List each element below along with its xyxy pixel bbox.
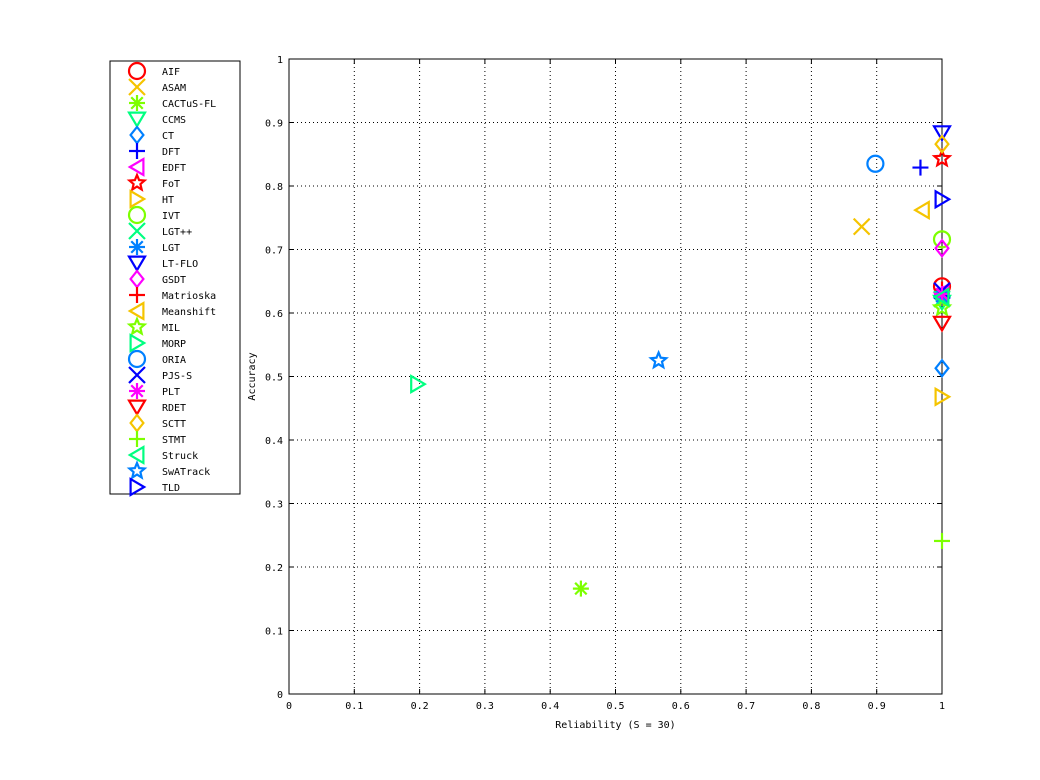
legend-marker (127, 61, 147, 81)
legend-marker (126, 316, 148, 336)
data-point-ct (934, 358, 950, 378)
y-tick-label: 0.5 (265, 373, 283, 384)
data-point-struck (932, 287, 950, 308)
legend-marker (127, 205, 147, 225)
legend-label: PJS-S (162, 371, 192, 382)
legend-label: CACTuS-FL (162, 99, 216, 110)
legend-marker (129, 477, 147, 497)
legend-marker (127, 349, 147, 369)
legend-label: SwATrack (162, 467, 210, 478)
data-point-morp (410, 374, 427, 395)
x-tick-label: 0.5 (606, 701, 624, 712)
x-axis-label: Reliability (S = 30) (555, 720, 675, 731)
legend-label: TLD (162, 483, 180, 494)
legend-marker (129, 431, 145, 447)
legend-marker (127, 111, 147, 129)
y-tick-label: 0 (277, 690, 283, 701)
x-tick-label: 1 (939, 701, 945, 712)
x-tick-label: 0.2 (411, 701, 429, 712)
data-points (410, 125, 953, 597)
legend-marker (127, 255, 147, 273)
legend-label: LGT (162, 243, 180, 254)
legend-marker (128, 78, 146, 96)
data-point-ht (934, 386, 952, 407)
plot-area (289, 59, 942, 694)
grid-lines (289, 59, 942, 694)
legend-label: RDET (162, 403, 186, 414)
legend-label: CCMS (162, 115, 186, 126)
data-point-asam (852, 217, 871, 236)
legend-marker (128, 222, 146, 240)
data-point-meanshift (913, 200, 930, 221)
legend-marker (129, 287, 145, 303)
data-point-stmt (934, 532, 950, 549)
legend-label: HT (162, 195, 174, 206)
x-tick-label: 0.9 (868, 701, 886, 712)
axis-ticks: 0 0.1 0.2 0.3 0.4 0.5 0.6 0.7 0.8 0.9 1 0 0.1 0.2 0.3 0… (265, 55, 945, 712)
y-tick-label: 0.3 (265, 500, 283, 511)
y-tick-label: 1 (277, 55, 283, 66)
legend-label: ASAM (162, 83, 186, 94)
legend-marker (127, 445, 145, 465)
y-tick-label: 0.1 (265, 627, 283, 638)
data-point-rdet (932, 315, 952, 333)
data-point-dft (912, 159, 929, 176)
legend-label: Meanshift (162, 307, 216, 318)
legend-label: FoT (162, 179, 180, 190)
y-tick-label: 0.4 (265, 436, 283, 447)
legend-label: EDFT (162, 163, 186, 174)
legend-marker (129, 95, 145, 111)
legend-marker (127, 399, 147, 417)
legend-marker (129, 333, 147, 353)
legend-label: Matrioska (162, 291, 216, 302)
legend: AIF ASAM CACTuS-FL CCMS CT DFT EDFT FoT HT IVT LGT… (109, 60, 241, 497)
legend-label: MORP (162, 339, 186, 350)
x-tick-label: 0.3 (476, 701, 494, 712)
y-tick-label: 0.8 (265, 182, 283, 193)
x-tick-label: 0.6 (672, 701, 690, 712)
legend-label: LT-FLO (162, 259, 198, 270)
y-tick-label: 0.6 (265, 309, 283, 320)
legend-marker (129, 143, 145, 159)
legend-label: ORIA (162, 355, 186, 366)
legend-label: CT (162, 131, 174, 142)
data-point-sctt (934, 134, 950, 154)
x-tick-label: 0 (286, 701, 292, 712)
legend-marker (128, 366, 146, 384)
data-point-fot (931, 147, 953, 168)
data-point-gsdt (934, 238, 950, 258)
data-point-swatrack (648, 349, 669, 370)
y-tick-label: 0.9 (265, 119, 283, 130)
legend-label: STMT (162, 435, 186, 446)
legend-label: LGT++ (162, 227, 192, 238)
y-tick-label: 0.2 (265, 563, 283, 574)
legend-marker (129, 189, 147, 209)
legend-label: MIL (162, 323, 180, 334)
legend-marker (129, 383, 145, 399)
data-point-cactus-fl (572, 580, 589, 597)
legend-marker (127, 301, 145, 321)
legend-marker (127, 157, 145, 177)
legend-label: SCTT (162, 419, 186, 430)
x-tick-label: 0.7 (737, 701, 755, 712)
data-point-oria (866, 154, 885, 173)
data-point-ivt (932, 230, 952, 249)
legend-marker (126, 172, 148, 192)
x-tick-label: 0.8 (802, 701, 820, 712)
legend-label: Struck (162, 451, 198, 462)
legend-label: DFT (162, 147, 180, 158)
x-tick-label: 0.1 (345, 701, 363, 712)
legend-label: AIF (162, 67, 180, 78)
legend-label: PLT (162, 387, 180, 398)
y-tick-label: 0.7 (265, 246, 283, 257)
legend-label: GSDT (162, 275, 186, 286)
x-tick-label: 0.4 (541, 701, 559, 712)
data-point-tld (934, 189, 952, 210)
legend-label: IVT (162, 211, 180, 222)
y-axis-label: Accuracy (247, 352, 258, 400)
legend-marker (129, 239, 145, 255)
data-point-lt-flo (932, 125, 952, 143)
legend-marker (126, 460, 148, 480)
